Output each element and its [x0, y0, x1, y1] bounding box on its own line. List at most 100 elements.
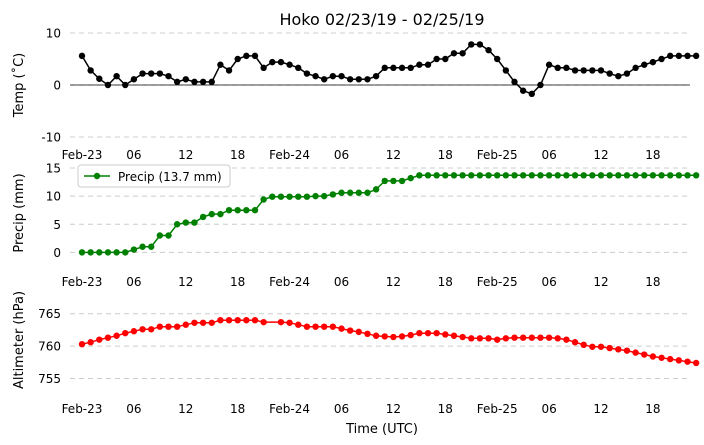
temp-data-point [658, 55, 665, 63]
altimeter-data-point [571, 339, 579, 346]
precip-data-point [191, 219, 198, 226]
temp-data-point [667, 52, 674, 60]
temp-data-point [416, 61, 423, 68]
altimeter-data-point [295, 321, 302, 328]
temp-x-tick-label: 06 [541, 148, 556, 162]
precip-data-point [173, 221, 181, 228]
temp-data-point [338, 72, 345, 80]
precip-data-point [130, 246, 138, 253]
precip-data-point [692, 172, 700, 179]
legend-box [77, 164, 231, 188]
temp-data-point [113, 72, 120, 80]
altimeter-data-point [563, 336, 570, 343]
temp-data-point [234, 55, 241, 63]
temp-x-tick-label: Feb-24 [269, 148, 310, 162]
altimeter-data-point [355, 328, 362, 336]
precip-x-ticks: Feb-23 06 12 18 Feb-24 06 12 18 Feb-25 06 12 18 [62, 275, 661, 289]
altimeter-data-point [260, 318, 267, 326]
temp-data-point [615, 72, 622, 80]
altimeter-data-point [139, 326, 146, 333]
temp-data-point [511, 78, 518, 86]
altimeter-data-point [312, 323, 319, 330]
temp-data-point [468, 41, 475, 48]
precip-data-point [597, 172, 605, 179]
precip-data-point [615, 172, 622, 179]
precip-data-point [372, 186, 380, 193]
precip-data-point [199, 213, 207, 221]
temp-data-point [303, 70, 311, 77]
altimeter-data-point [130, 328, 138, 335]
precip-data-point [338, 189, 345, 196]
temp-data-point [165, 72, 172, 80]
precip-x-tick-label: 06 [541, 275, 556, 289]
temp-data-point [684, 52, 691, 60]
altimeter-data-point [277, 318, 285, 326]
precip-data-point [442, 172, 449, 179]
altimeter-data-point [122, 329, 129, 337]
temp-data-point [148, 70, 155, 77]
altimeter-data-point [442, 331, 449, 338]
temp-x-tick-label: 18 [230, 148, 245, 162]
temp-data-point [528, 90, 535, 98]
altimeter-data-point [104, 334, 112, 341]
temp-x-tick-label: 18 [645, 148, 660, 162]
altimeter-data-point [424, 329, 432, 337]
altimeter-data-point [338, 325, 345, 332]
temp-data-point [632, 64, 639, 72]
precip-data-point [606, 172, 613, 179]
altimeter-data-point [346, 327, 354, 334]
altimeter-data-point [476, 335, 484, 342]
altimeter-data-point [303, 323, 311, 330]
temp-data-point [450, 50, 458, 57]
altimeter-data-point [372, 332, 380, 339]
altimeter-data-point [511, 334, 518, 341]
temp-y-ticks: -10 0 10 [41, 27, 61, 145]
precip-data-point [528, 172, 535, 179]
precip-data-point [407, 174, 414, 182]
altimeter-data-point [459, 333, 466, 341]
temp-y-tick-label: 0 [53, 79, 61, 93]
precip-y-tick-label: 5 [53, 218, 61, 232]
temp-data-point [104, 81, 112, 89]
temp-data-point [372, 72, 380, 80]
temp-data-point [96, 75, 103, 82]
altimeter-data-point [545, 334, 553, 341]
precip-data-point [623, 172, 631, 179]
precip-data-point [295, 193, 302, 200]
altimeter-data-point [468, 335, 475, 342]
altimeter-data-point [692, 359, 700, 367]
precip-data-point [424, 172, 432, 179]
precip-data-point [632, 172, 639, 179]
temp-data-point [381, 64, 388, 72]
precip-data-point [165, 232, 172, 239]
precip-data-point [321, 192, 328, 200]
legend-label: Precip (13.7 mm) [118, 170, 222, 184]
altimeter-data-point [191, 319, 198, 326]
precip-data-point [346, 189, 354, 196]
precip-data-point [502, 172, 510, 179]
temp-data-point [502, 67, 510, 74]
precip-data-point [545, 172, 553, 179]
altimeter-data-point [329, 323, 337, 330]
altimeter-data-point [623, 347, 631, 354]
precip-data-point [580, 172, 587, 179]
temp-data-point [623, 70, 631, 77]
precip-data-point [684, 172, 691, 179]
precip-x-tick-label: Feb-23 [62, 275, 103, 289]
altimeter-data-point [173, 323, 181, 330]
temp-data-point [243, 52, 250, 60]
precip-data-point [667, 172, 674, 179]
altimeter-x-tick-label: Feb-23 [62, 402, 103, 416]
temp-data-point [87, 67, 94, 74]
temp-data-point [269, 58, 276, 66]
temp-data-point [554, 64, 561, 72]
altimeter-data-point [217, 317, 224, 324]
temp-x-tick-label: 18 [438, 148, 453, 162]
x-axis-label: Time (UTC) [345, 422, 418, 437]
temp-data-point [139, 70, 146, 77]
temp-y-tick-label: 10 [46, 27, 61, 41]
precip-x-tick-label: 12 [593, 275, 608, 289]
temp-data-point [424, 61, 432, 68]
temp-x-tick-label: 12 [386, 148, 401, 162]
temp-data-point [597, 67, 605, 74]
